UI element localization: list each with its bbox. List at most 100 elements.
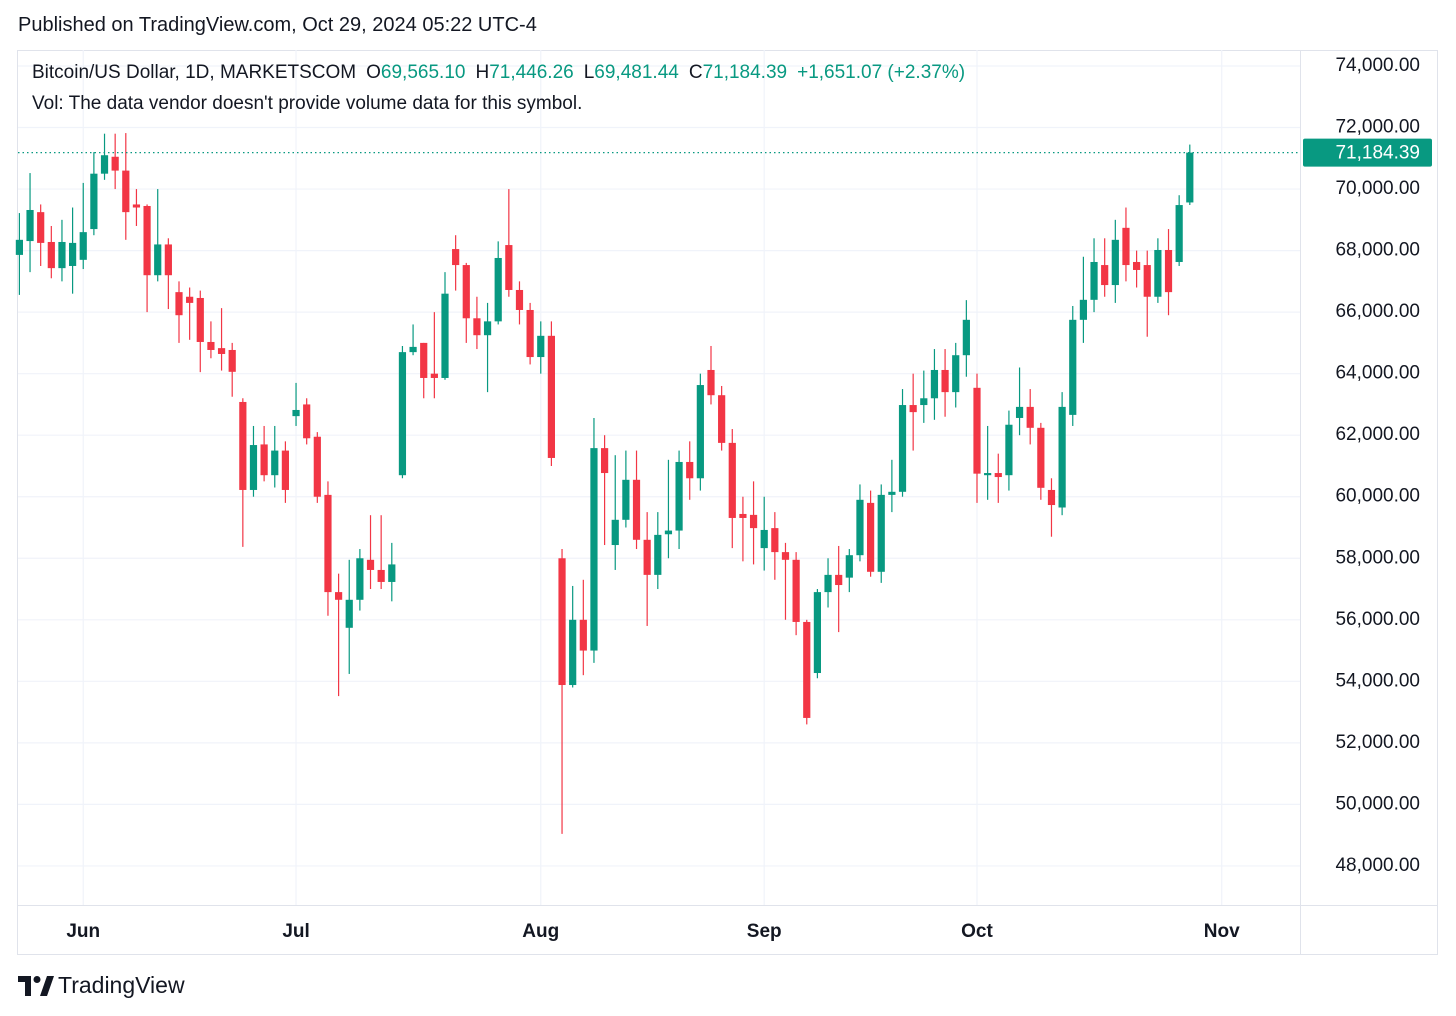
candle-body xyxy=(1111,239,1119,286)
candle-body xyxy=(675,461,683,531)
candle-body xyxy=(132,204,141,208)
candle-body xyxy=(962,319,970,356)
y-tick-label: 56,000.00 xyxy=(1335,609,1420,630)
candle-body xyxy=(803,621,811,718)
candle-body xyxy=(739,513,747,518)
legend-key: C xyxy=(688,62,703,83)
candle-body xyxy=(1143,265,1151,297)
y-tick-label: 74,000.00 xyxy=(1335,55,1420,76)
candle-body xyxy=(664,530,673,535)
candle-body xyxy=(441,293,449,378)
candle-body xyxy=(483,321,492,336)
candle-body xyxy=(973,387,981,474)
candle-body xyxy=(622,479,630,520)
legend-value: 69,481.44 xyxy=(594,62,679,83)
y-tick-label: 52,000.00 xyxy=(1335,732,1420,753)
candle-body xyxy=(505,245,513,290)
candle-body xyxy=(813,592,821,674)
candle-body xyxy=(771,528,779,553)
candle-body xyxy=(90,173,98,230)
candle-body xyxy=(335,592,343,600)
candle-body xyxy=(228,349,236,372)
x-tick-label: Jul xyxy=(282,921,309,942)
candle-body xyxy=(835,574,843,586)
candle-body xyxy=(313,436,321,497)
candle-body xyxy=(941,369,949,393)
candle-body xyxy=(122,170,130,213)
candle-body xyxy=(707,369,715,396)
candle-body xyxy=(994,473,1002,478)
legend-key: O xyxy=(366,62,381,83)
x-tick-label: Aug xyxy=(522,921,559,942)
candle-body xyxy=(154,244,162,276)
candle-body xyxy=(654,534,662,575)
candle-body xyxy=(452,249,460,266)
candle-body xyxy=(37,212,45,243)
candle-body xyxy=(1101,265,1109,286)
candle-body xyxy=(281,450,289,490)
candle-body xyxy=(909,405,917,413)
brand: TradingView xyxy=(58,972,185,998)
candle-body xyxy=(26,209,34,242)
x-tick-label: Nov xyxy=(1204,921,1240,942)
candle-body xyxy=(1026,406,1034,428)
candle-body xyxy=(1154,249,1162,297)
legend-key: L xyxy=(583,62,595,83)
y-tick-label: 60,000.00 xyxy=(1335,486,1420,507)
candle-body xyxy=(590,448,598,651)
candle-body xyxy=(356,558,364,600)
candle-body xyxy=(1005,424,1013,476)
candle-body xyxy=(462,265,470,319)
ohlc-values: O69,565.10 H71,446.26 L69,481.44 C71,184.39 xyxy=(356,62,787,83)
candle-body xyxy=(632,479,641,540)
candle-body xyxy=(547,335,555,458)
candle-body xyxy=(728,442,736,518)
candle-body xyxy=(164,244,172,276)
candle-body xyxy=(601,448,609,474)
candle-body xyxy=(430,373,438,378)
candle-body xyxy=(398,352,407,476)
candle-body xyxy=(526,309,534,358)
y-tick-label: 66,000.00 xyxy=(1335,301,1420,322)
candle-body xyxy=(1058,406,1066,508)
y-tick-label: 54,000.00 xyxy=(1335,670,1420,691)
x-tick-label: Jun xyxy=(66,921,100,942)
candle-body xyxy=(473,318,481,336)
y-tick-label: 62,000.00 xyxy=(1335,424,1420,445)
candle-body xyxy=(420,342,428,378)
last-price-label: 71,184.39 xyxy=(1335,143,1420,164)
candle-body xyxy=(952,355,960,393)
candle-body xyxy=(749,514,758,529)
candle-body xyxy=(377,569,385,582)
legend-value: 71,446.26 xyxy=(489,62,574,83)
candle-body xyxy=(143,205,151,276)
candle-body xyxy=(175,292,183,316)
legend-value: 69,565.10 xyxy=(380,62,466,83)
candle-body xyxy=(611,519,619,546)
y-tick-label: 50,000.00 xyxy=(1335,793,1420,814)
candle-body xyxy=(1069,319,1077,415)
candle-body xyxy=(69,242,77,266)
candle-body xyxy=(1047,489,1056,506)
candle-body xyxy=(1186,152,1194,203)
candle-body xyxy=(324,494,332,593)
candle-body xyxy=(249,445,258,490)
candle-body xyxy=(79,232,87,260)
candle-body xyxy=(1037,427,1045,488)
candle-body xyxy=(100,155,109,174)
candle-body xyxy=(888,491,896,495)
candle-body xyxy=(1133,261,1141,270)
candle-body xyxy=(1122,227,1130,266)
candle-body xyxy=(1015,406,1024,418)
volume-note: Vol: The data vendor doesn't provide vol… xyxy=(32,93,583,114)
candle-body xyxy=(845,555,853,578)
candle-body xyxy=(345,599,353,628)
candle-body xyxy=(781,552,790,560)
candle-body xyxy=(494,257,502,322)
candle-body xyxy=(292,409,300,417)
candle-body xyxy=(579,619,587,651)
y-tick-label: 70,000.00 xyxy=(1335,178,1420,199)
candle-body xyxy=(1164,249,1173,293)
candle-body xyxy=(271,450,279,476)
